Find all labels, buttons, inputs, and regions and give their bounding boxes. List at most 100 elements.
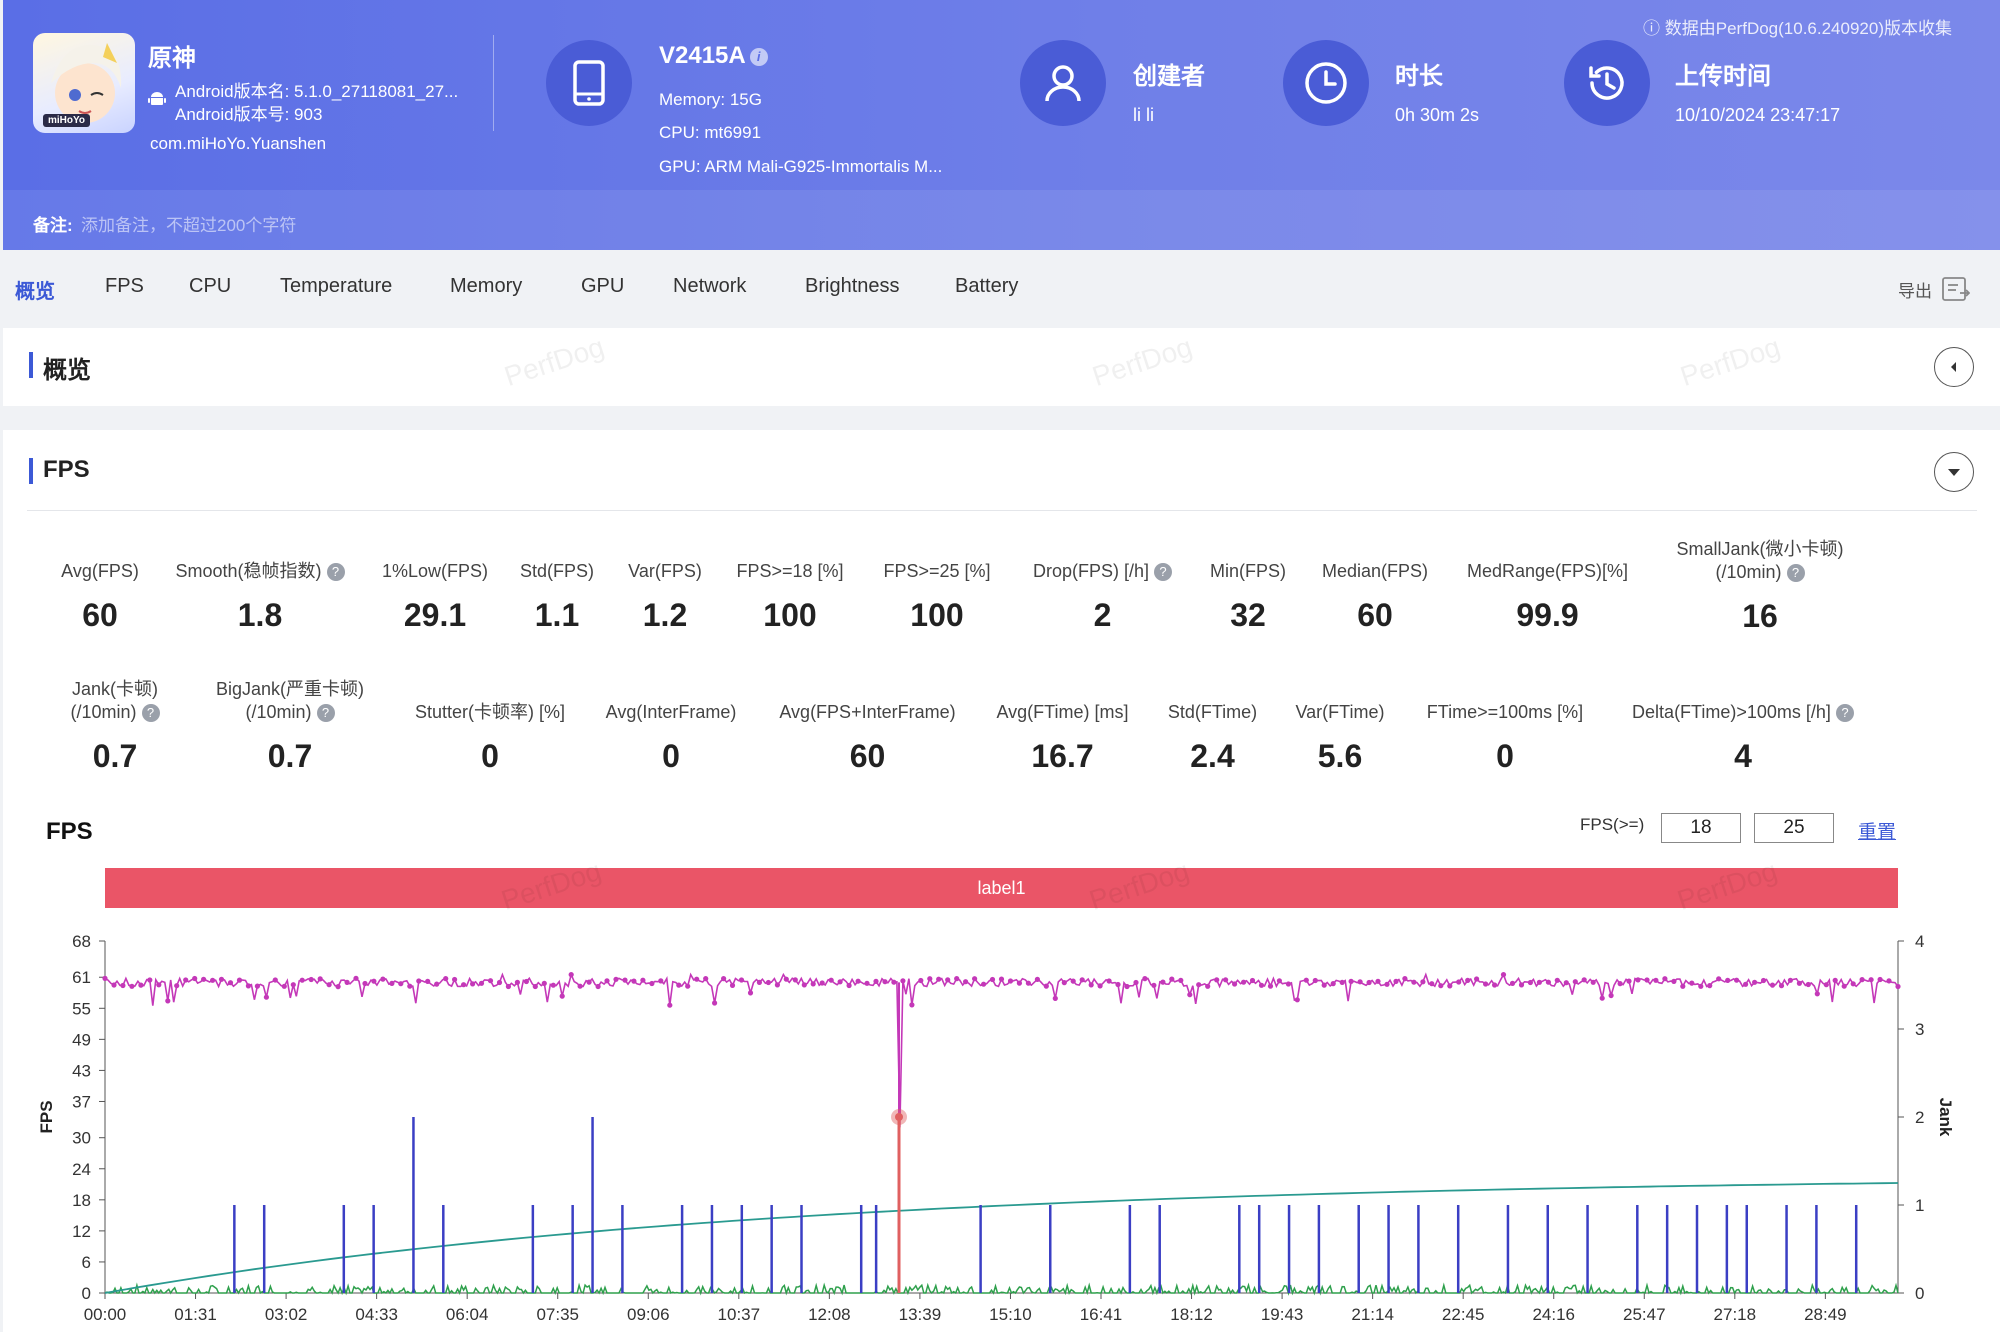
app-icon-badge: miHoYo: [43, 114, 91, 127]
upload-time-value: 10/10/2024 23:47:17: [1675, 105, 1841, 125]
tab-gpu[interactable]: GPU: [581, 275, 625, 297]
fps-point: [1617, 981, 1623, 987]
metric-delta-ftime: Delta(FTime)>100ms [/h] ? 4: [1618, 701, 1868, 775]
metric-var-fps: Var(FPS) 1.2: [628, 561, 702, 633]
collapse-fps-button[interactable]: [1934, 452, 1974, 492]
fps-point: [721, 976, 727, 982]
stutter-series-line: [104, 1182, 1899, 1294]
tab-temperature[interactable]: Temperature: [280, 275, 393, 297]
tab-fps[interactable]: FPS: [105, 275, 144, 297]
fps-point: [1249, 977, 1256, 984]
y-tick-label: 0: [82, 1284, 91, 1303]
fps-point: [998, 976, 1005, 982]
help-icon[interactable]: ?: [326, 563, 345, 582]
fps-threshold-label: FPS(>=): [1580, 815, 1645, 834]
fps-point: [1689, 980, 1695, 986]
help-icon[interactable]: ?: [141, 704, 160, 723]
fps-threshold-low-input[interactable]: [1661, 813, 1741, 843]
fps-point: [1850, 981, 1856, 987]
fps-point: [595, 983, 601, 990]
note-input[interactable]: 添加备注，不超过200个字符: [81, 216, 297, 235]
fps-point: [712, 1000, 718, 1006]
fps-point: [586, 979, 592, 985]
history-icon: [1564, 40, 1650, 126]
fps-point: [434, 981, 440, 987]
note-label: 备注:: [33, 216, 73, 235]
fps-point: [1232, 981, 1238, 987]
app-version-name: Android版本名: 5.1.0_27118081_27...: [175, 82, 459, 101]
fps-point: [335, 984, 341, 990]
tab-overview[interactable]: 概览: [15, 281, 55, 303]
note-bar[interactable]: 备注: 添加备注，不超过200个字符: [3, 190, 2000, 250]
metric-big-jank: BigJank(严重卡顿) (/10min) ? 0.7: [215, 679, 365, 774]
fps-point: [927, 976, 933, 982]
fps-point: [1707, 983, 1713, 989]
tab-battery[interactable]: Battery: [955, 275, 1019, 297]
fps-point: [317, 976, 323, 982]
fps-point: [882, 979, 888, 985]
label-band[interactable]: label1: [105, 868, 1898, 908]
watermark: PerfDog: [500, 330, 608, 393]
fps-point: [1626, 978, 1632, 984]
fps-point: [1581, 977, 1587, 983]
y-tick-label: 55: [72, 999, 91, 1018]
y-tick-label: 37: [72, 1092, 91, 1111]
expand-overview-button[interactable]: [1934, 347, 1974, 387]
help-icon[interactable]: ?: [1835, 704, 1854, 723]
fps-point: [398, 981, 404, 987]
reset-link[interactable]: 重置: [1858, 822, 1897, 843]
help-icon[interactable]: ?: [1154, 563, 1173, 582]
fps-point: [353, 975, 359, 981]
x-tick-label: 16:41: [1080, 1305, 1123, 1324]
fps-point: [1886, 978, 1892, 984]
upload-time-title: 上传时间: [1675, 63, 1771, 90]
fps-point: [1456, 979, 1462, 985]
fps-point: [676, 982, 682, 988]
x-tick-label: 01:31: [174, 1305, 217, 1324]
fps-point: [281, 983, 287, 989]
fps-point: [1241, 979, 1247, 985]
fps-point: [1151, 982, 1157, 988]
fps-point: [478, 980, 485, 986]
metric-fps-ge-18: FPS>=18 [%] 100: [736, 561, 844, 633]
fps-point: [389, 980, 395, 986]
help-icon[interactable]: ?: [1786, 564, 1805, 583]
x-tick-label: 18:12: [1170, 1305, 1213, 1324]
fps-point: [263, 994, 269, 1000]
device-gpu: GPU: ARM Mali-G925-Immortalis M...: [659, 157, 943, 176]
app-package: com.miHoYo.Yuanshen: [150, 134, 327, 153]
tab-network[interactable]: Network: [673, 275, 747, 297]
device-info-icon[interactable]: i: [749, 47, 768, 66]
x-tick-label: 06:04: [446, 1305, 489, 1324]
fps-point: [613, 976, 619, 982]
fps-point: [738, 977, 745, 983]
fps-point: [1061, 980, 1067, 986]
y-tick-label: 43: [72, 1061, 91, 1080]
fps-point: [272, 977, 278, 983]
fps-point: [1169, 976, 1175, 982]
fps-point: [299, 977, 305, 983]
fps-point: [819, 980, 825, 986]
help-icon[interactable]: ?: [316, 704, 335, 723]
fps-point: [1303, 977, 1309, 983]
metric-stutter: Stutter(卡顿率) [%] 0: [414, 702, 566, 774]
fps-point: [873, 978, 879, 984]
collect-note: ⓘ 数据由PerfDog(10.6.240920)版本收集: [1643, 19, 1952, 38]
metric-drop-fps: Drop(FPS) [/h] ? 2: [1020, 560, 1185, 634]
tab-brightness[interactable]: Brightness: [805, 275, 900, 297]
tab-cpu[interactable]: CPU: [189, 275, 232, 297]
fps-point: [1007, 978, 1014, 984]
fps-point: [918, 977, 924, 984]
export-button[interactable]: 导出: [1898, 276, 1970, 302]
fps-point: [165, 998, 171, 1004]
app-version-code: Android版本号: 903: [175, 105, 323, 124]
fps-threshold-high-input[interactable]: [1754, 813, 1834, 843]
fps-point: [1097, 983, 1103, 989]
fps-point: [1447, 983, 1453, 989]
fps-point: [1214, 977, 1220, 983]
fps-point: [1662, 976, 1668, 982]
tab-memory[interactable]: Memory: [450, 275, 523, 297]
metric-std-fps: Std(FPS) 1.1: [519, 561, 594, 633]
fps-point: [1133, 979, 1139, 986]
